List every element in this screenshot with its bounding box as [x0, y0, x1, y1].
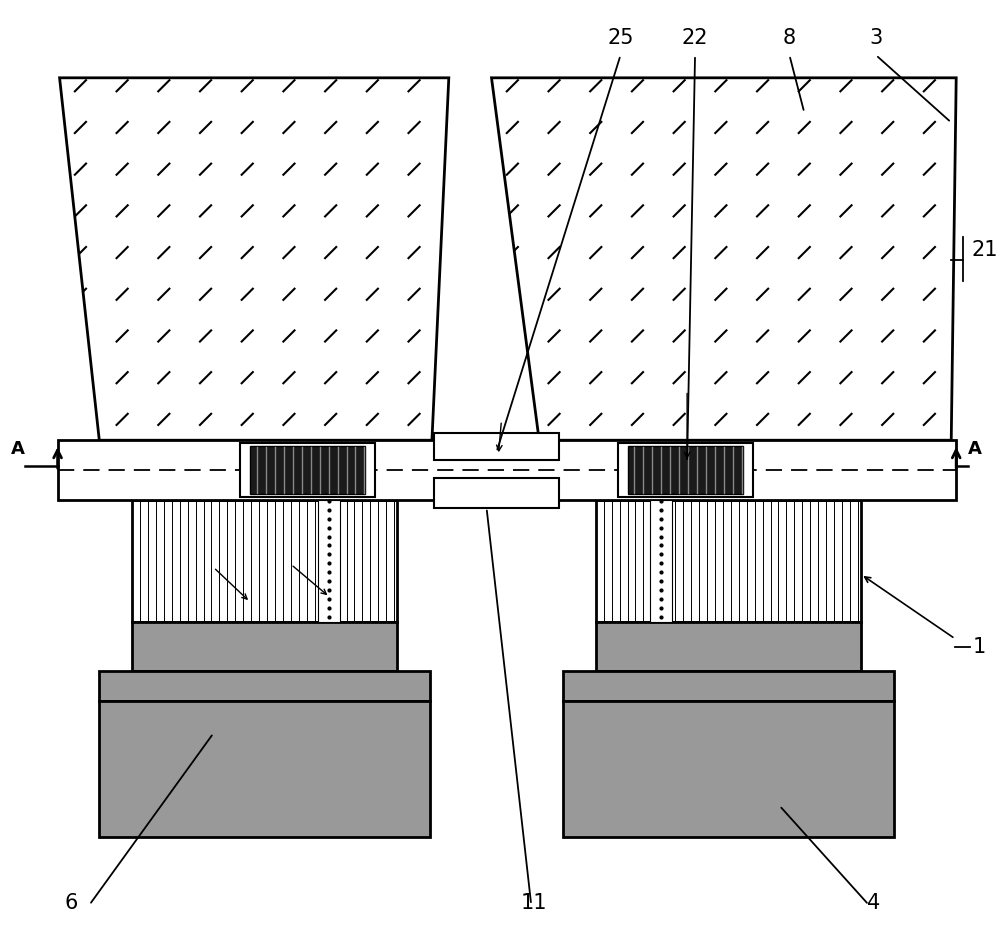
Text: 4: 4	[867, 893, 880, 913]
Bar	[240, 443, 375, 497]
Polygon shape	[60, 78, 449, 440]
Bar	[132, 622, 397, 670]
Bar	[99, 702, 430, 837]
Bar	[434, 478, 559, 508]
Bar	[563, 702, 894, 837]
Polygon shape	[492, 78, 956, 440]
Text: 1: 1	[973, 636, 986, 657]
Bar	[434, 434, 559, 460]
Text: A: A	[11, 440, 25, 458]
Text: 11: 11	[521, 893, 547, 913]
Bar	[563, 670, 894, 702]
Bar	[250, 446, 365, 493]
Text: 21: 21	[971, 240, 998, 259]
Text: A: A	[968, 440, 982, 458]
Bar	[650, 500, 672, 622]
Text: 22: 22	[682, 28, 708, 48]
Bar	[318, 500, 340, 622]
Bar	[58, 440, 956, 500]
Bar	[99, 670, 430, 702]
Bar	[628, 446, 743, 493]
Text: 6: 6	[65, 893, 78, 913]
Bar	[596, 500, 861, 622]
Text: 25: 25	[607, 28, 634, 48]
Text: 8: 8	[783, 28, 796, 48]
Bar	[618, 443, 753, 497]
Text: 3: 3	[869, 28, 882, 48]
Bar	[132, 500, 397, 622]
Bar	[596, 622, 861, 670]
